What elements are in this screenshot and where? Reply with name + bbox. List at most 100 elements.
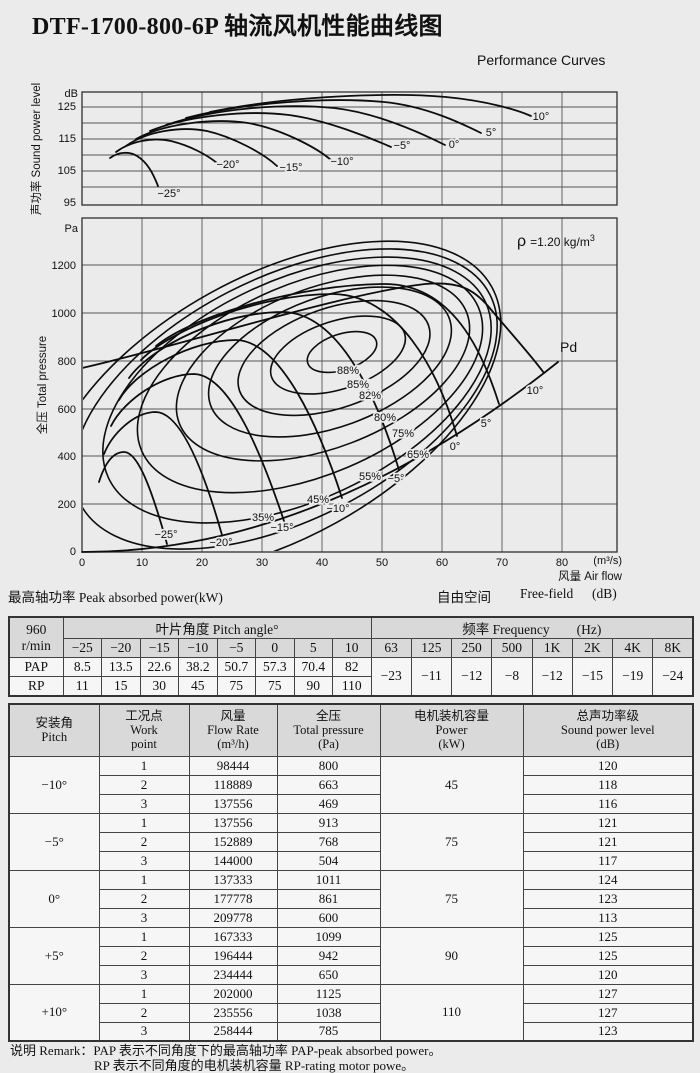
pitch-cell: 0° xyxy=(8,869,100,928)
sound-power-cell: 113 xyxy=(522,907,694,928)
pitch-pressure-curves xyxy=(83,282,545,545)
performance-charts: dB 125 115 105 95 声功率 Sound power level … xyxy=(29,83,623,583)
column-header: 工况点 Work point xyxy=(98,703,190,757)
svg-text:5°: 5° xyxy=(481,418,492,430)
pap-value: 82 xyxy=(332,657,372,677)
sound-power-cell: 120 xyxy=(522,755,694,776)
rp-value: 90 xyxy=(293,676,333,696)
frequency-band: 250 xyxy=(451,638,493,658)
sound-power-cell: 121 xyxy=(522,831,694,852)
power-cell: 45 xyxy=(379,755,524,814)
page-subtitle: Performance Curves xyxy=(477,52,606,68)
svg-text:−10°: −10° xyxy=(326,503,349,515)
frequency-band: 4K xyxy=(612,638,654,658)
frequency-band: 8K xyxy=(652,638,694,658)
work-point-cell: 1 xyxy=(98,812,190,833)
pitch-cell: +10° xyxy=(8,983,100,1042)
sound-ytick: 115 xyxy=(58,133,76,145)
frequency-correction-value: −24 xyxy=(652,657,694,696)
total-pressure-cell: 942 xyxy=(276,945,381,966)
flow-rate-cell: 144000 xyxy=(188,850,278,871)
pitch-cell: +5° xyxy=(8,926,100,985)
remark-line1: 说明 Remark：PAP 表示不同角度下的最高轴功率 PAP-peak abs… xyxy=(10,1043,442,1058)
efficiency-contour-labels: 35% 45% 55% 65% 75% 80% 82% 85% 88% xyxy=(250,363,431,526)
pitch-angle-value: 5 xyxy=(293,638,333,658)
column-header: 全压 Total pressure (Pa) xyxy=(276,703,381,757)
svg-text:0°: 0° xyxy=(449,139,460,151)
pitch-cell: −10° xyxy=(8,755,100,814)
flow-rate-cell: 202000 xyxy=(188,983,278,1004)
pap-value: 70.4 xyxy=(293,657,333,677)
pressure-chart: Pd ρ =1.20 kg/m3 Pa 1200 1000 800 600 400… xyxy=(35,217,623,583)
work-point-cell: 2 xyxy=(98,774,190,795)
svg-text:65%: 65% xyxy=(407,449,429,461)
rp-value: 110 xyxy=(332,676,372,696)
sound-unit-label: dB xyxy=(65,88,78,100)
svg-text:10: 10 xyxy=(136,557,148,569)
work-point-cell: 3 xyxy=(98,793,190,814)
pitch-angle-value: −15 xyxy=(139,638,179,658)
work-point-cell: 2 xyxy=(98,888,190,909)
table-row: 2 235556 1038 127 xyxy=(9,1002,694,1023)
pressure-ytick: 1000 xyxy=(52,308,76,320)
pap-value: 50.7 xyxy=(216,657,256,677)
work-point-cell: 1 xyxy=(98,926,190,947)
sound-gridlines xyxy=(82,92,617,205)
work-point-cell: 2 xyxy=(98,1002,190,1023)
pressure-plot-frame xyxy=(81,217,618,553)
sound-power-cell: 121 xyxy=(522,812,694,833)
total-pressure-cell: 650 xyxy=(276,964,381,985)
total-pressure-cell: 600 xyxy=(276,907,381,928)
svg-text:82%: 82% xyxy=(359,390,381,402)
work-point-cell: 2 xyxy=(98,831,190,852)
svg-text:88%: 88% xyxy=(337,365,359,377)
svg-text:85%: 85% xyxy=(347,379,369,391)
sound-power-cell: 127 xyxy=(522,983,694,1004)
remark-note: 说明 Remark：PAP 表示不同角度下的最高轴功率 PAP-peak abs… xyxy=(10,1043,442,1073)
column-header: 电机装机容量 Power (kW) xyxy=(379,703,524,757)
column-header: 总声功率级 Sound power level (dB) xyxy=(522,703,694,757)
total-pressure-cell: 913 xyxy=(276,812,381,833)
pitch-cell: −5° xyxy=(8,812,100,871)
svg-text:−5°: −5° xyxy=(394,140,411,152)
column-header: 安装角 Pitch xyxy=(8,703,100,757)
pap-value: 38.2 xyxy=(178,657,218,677)
flow-rate-cell: 137556 xyxy=(188,812,278,833)
pressure-gridlines xyxy=(82,218,617,552)
flow-rate-cell: 235556 xyxy=(188,1002,278,1023)
pd-label: Pd xyxy=(560,339,577,355)
sound-power-cell: 125 xyxy=(522,926,694,947)
table-row: 2 196444 942 125 xyxy=(9,945,694,966)
pap-row-label: PAP xyxy=(8,657,64,677)
frequency-correction-value: −15 xyxy=(571,657,614,696)
svg-text:0: 0 xyxy=(79,557,85,569)
pressure-ytick: 1200 xyxy=(52,260,76,272)
airflow-xticks: 0 10 20 30 40 50 60 70 80 xyxy=(79,557,568,569)
sound-power-cell: 123 xyxy=(522,888,694,909)
pressure-ytick: 600 xyxy=(58,404,76,416)
sound-ytick: 125 xyxy=(58,101,76,113)
frequency-band: 2K xyxy=(571,638,614,658)
total-pressure-cell: 768 xyxy=(276,831,381,852)
frequency-band: 500 xyxy=(491,638,533,658)
pap-value: 22.6 xyxy=(139,657,179,677)
pap-value: 8.5 xyxy=(62,657,102,677)
sound-power-cell: 116 xyxy=(522,793,694,814)
total-pressure-cell: 785 xyxy=(276,1021,381,1042)
free-field-unit: (dB) xyxy=(592,586,617,601)
rp-value: 45 xyxy=(178,676,218,696)
total-pressure-cell: 800 xyxy=(276,755,381,776)
table-row: 3 137556 469 116 xyxy=(9,793,694,814)
svg-text:5°: 5° xyxy=(486,127,497,139)
flow-rate-cell: 196444 xyxy=(188,945,278,966)
rp-row-label: RP xyxy=(8,676,64,696)
svg-text:−10°: −10° xyxy=(330,156,353,168)
peak-power-frequency-table: 960 r/min 叶片角度 Pitch angle° 频率 Frequency (… xyxy=(8,616,695,697)
total-pressure-cell: 1038 xyxy=(276,1002,381,1023)
frequency-correction-value: −12 xyxy=(451,657,493,696)
airflow-axis-title: 风量 Air flow xyxy=(558,570,623,583)
column-header: 风量 Flow Rate (m³/h) xyxy=(188,703,278,757)
power-cell: 75 xyxy=(379,869,524,928)
dynamic-pressure-curve xyxy=(81,361,559,553)
